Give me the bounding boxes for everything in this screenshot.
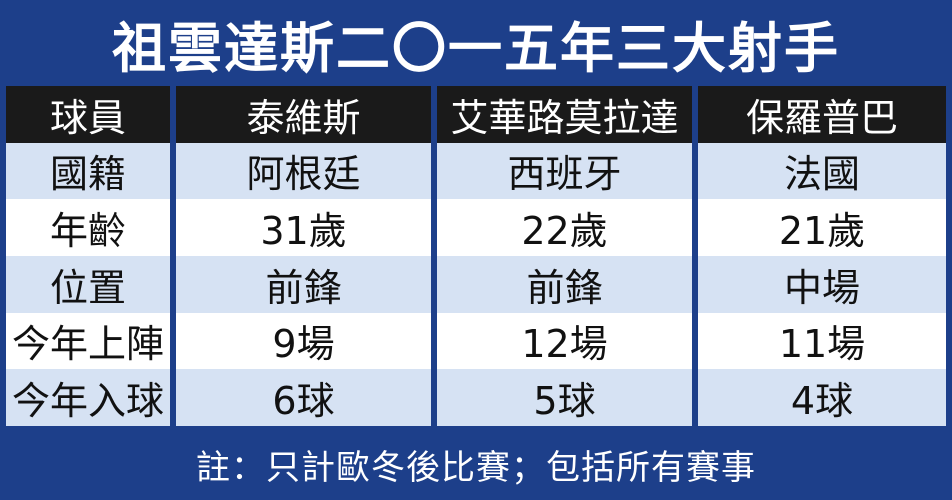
row-label-appearances: 今年上陣	[6, 312, 170, 370]
stats-table: 球員 泰維斯 艾華路莫拉達 保羅普巴 國籍 阿根廷 西班牙 法國 年齡 31歲 …	[6, 86, 946, 426]
table-cell: 11場	[698, 312, 946, 370]
row-label-position: 位置	[6, 256, 170, 313]
table-cell: 22歲	[437, 199, 692, 256]
page-title: 祖雲達斯二〇一五年三大射手	[112, 16, 840, 80]
table-cell: 前鋒	[176, 256, 431, 313]
table-cell: 21歲	[698, 199, 946, 256]
table-cell: 西班牙	[437, 142, 692, 200]
table-cell: 31歲	[176, 199, 431, 256]
row-label-goals: 今年入球	[6, 369, 170, 426]
header-cell-player-2: 艾華路莫拉達	[437, 86, 692, 143]
row-label-nationality: 國籍	[6, 142, 170, 200]
header-cell-player-1: 泰維斯	[176, 86, 431, 143]
table-cell: 4球	[698, 369, 946, 426]
table-cell: 法國	[698, 142, 946, 200]
table-cell: 中場	[698, 256, 946, 313]
table-cell: 12場	[437, 312, 692, 370]
row-label-age: 年齡	[6, 199, 170, 256]
table-cell: 前鋒	[437, 256, 692, 313]
table-cell: 9場	[176, 312, 431, 370]
header-cell-label: 球員	[6, 86, 170, 143]
table-cell: 阿根廷	[176, 142, 431, 200]
table-cell: 5球	[437, 369, 692, 426]
table-cell: 6球	[176, 369, 431, 426]
footnote: 註：只計歐冬後比賽；包括所有賽事	[196, 447, 756, 488]
header-cell-player-3: 保羅普巴	[698, 86, 946, 143]
